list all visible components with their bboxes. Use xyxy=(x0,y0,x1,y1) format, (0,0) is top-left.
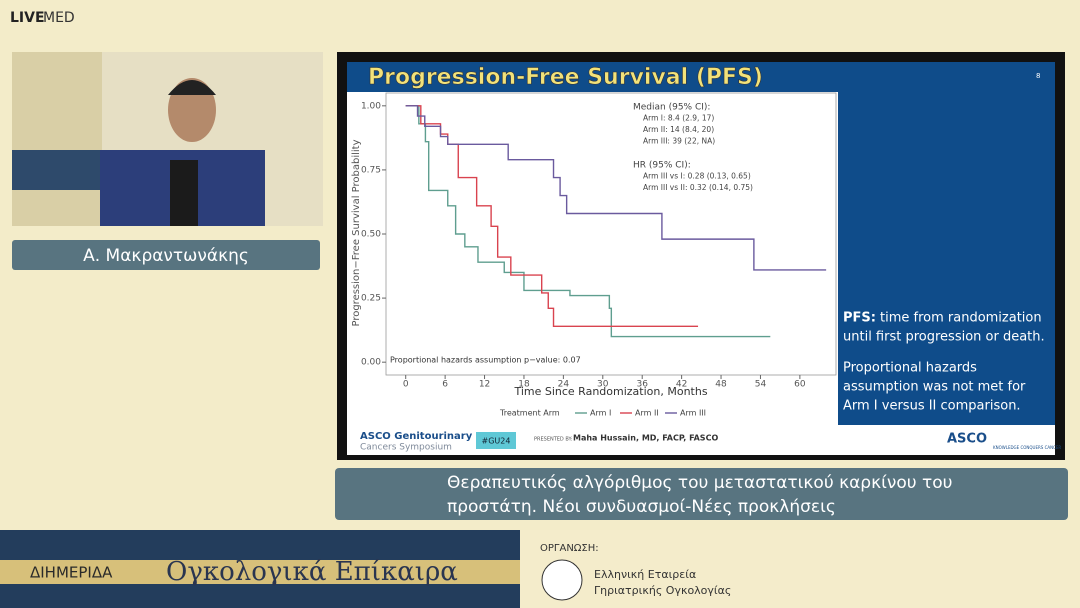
annotation: Median (95% CI): xyxy=(633,103,710,113)
x-tick-label: 48 xyxy=(715,380,727,390)
y-tick-label: 0.50 xyxy=(361,230,381,240)
presenter: Maha Hussain, MD, FACP, FASCO xyxy=(573,434,718,443)
annotation: HR (95% CI): xyxy=(633,161,691,171)
x-tick-label: 6 xyxy=(442,380,448,390)
speaker-name-box xyxy=(12,240,320,270)
caption-box xyxy=(335,468,1068,520)
annotation: Arm III vs II: 0.32 (0.14, 0.75) xyxy=(643,183,753,192)
annotation: Arm II: 14 (8.4, 20) xyxy=(643,125,714,134)
speaker-video xyxy=(12,52,323,226)
asco-gu2: Cancers Symposium xyxy=(360,443,452,453)
x-tick-label: 54 xyxy=(755,380,767,390)
x-axis-label: Time Since Randomization, Months xyxy=(513,385,707,398)
x-tick-label: 0 xyxy=(403,380,409,390)
pfs-text: until first progression or death. xyxy=(843,330,1045,345)
logo-med: MED xyxy=(43,10,75,26)
x-tick-label: 18 xyxy=(518,380,530,390)
asco-tag: KNOWLEDGE CONQUERS CANCER xyxy=(993,445,1061,450)
legend-title: Treatment Arm xyxy=(499,409,560,418)
hashtag-box xyxy=(476,432,516,449)
annotation: Arm III vs I: 0.28 (0.13, 0.65) xyxy=(643,172,751,181)
ph-note: Proportional hazards assumption p−value:… xyxy=(390,356,581,365)
slide-number: 8 xyxy=(1036,72,1040,80)
slide-title: Progression-Free Survival (PFS) xyxy=(368,65,763,90)
org-label: ΟΡΓΑΝΩΣΗ: xyxy=(540,543,599,554)
ph-text: assumption was not met for xyxy=(843,380,1026,395)
survival-curve xyxy=(405,105,827,271)
org-name: Γηριατρικής Ογκολογίας xyxy=(594,584,731,597)
event-label: ΔΙΗΜΕΡΙΔΑ xyxy=(30,564,113,582)
annotation: Arm III: 39 (22, NA) xyxy=(643,137,715,146)
y-tick-label: 0.75 xyxy=(361,165,381,175)
caption-line: Θεραπευτικός αλγόριθμος του μεταστατικού… xyxy=(447,473,952,493)
banner xyxy=(0,530,1080,608)
annotation: Arm I: 8.4 (2.9, 17) xyxy=(643,114,714,123)
y-axis-label: Progression−Free Survival Probability xyxy=(351,139,362,326)
x-tick-label: 30 xyxy=(597,380,609,390)
asco-gu: ASCO Genitourinary xyxy=(360,431,473,442)
x-tick-label: 12 xyxy=(479,380,490,390)
ph-text: Arm I versus II comparison. xyxy=(843,399,1021,414)
y-tick-label: 0.25 xyxy=(361,294,381,304)
x-tick-label: 60 xyxy=(794,380,806,390)
hashtag: #GU24 xyxy=(482,437,511,446)
event-title: Ογκολογικά Επίκαιρα xyxy=(166,557,458,587)
y-tick-label: 1.00 xyxy=(361,101,381,111)
y-tick-label: 0.00 xyxy=(361,358,381,368)
caption-line: προστάτη. Νέοι συνδυασμοί-Νέες προκλήσει… xyxy=(447,497,836,517)
x-tick-label: 24 xyxy=(558,380,570,390)
logo-live: LIVE xyxy=(10,10,45,26)
pfs-text: time from randomization xyxy=(880,311,1042,326)
legend-label: Arm II xyxy=(635,409,659,418)
pfs-label: PFS: xyxy=(843,311,876,326)
x-tick-label: 36 xyxy=(636,380,648,390)
asco-logo: ASCO xyxy=(947,432,987,447)
x-tick-label: 42 xyxy=(676,380,687,390)
org-name: Ελληνική Εταιρεία xyxy=(594,568,696,581)
legend-label: Arm III xyxy=(680,409,706,418)
survival-curve xyxy=(405,105,771,338)
slide xyxy=(337,52,1065,460)
speaker-name: Α. Μακραντωνάκης xyxy=(83,246,249,266)
ph-text: Proportional hazards xyxy=(843,361,977,376)
presented: PRESENTED BY: xyxy=(534,437,573,443)
legend-label: Arm I xyxy=(590,409,611,418)
